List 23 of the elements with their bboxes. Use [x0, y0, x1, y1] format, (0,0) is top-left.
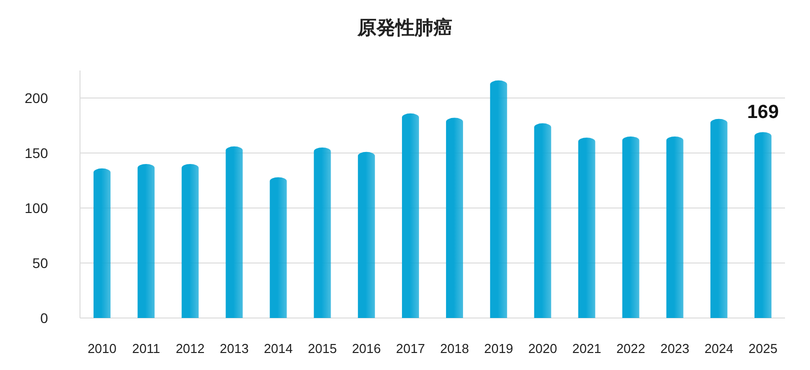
y-tick-label: 0: [40, 310, 48, 326]
y-tick-label: 50: [32, 255, 48, 271]
x-tick-label: 2021: [572, 341, 602, 356]
x-tick-label: 2013: [220, 341, 249, 356]
x-tick-label: 2025: [748, 341, 778, 356]
x-tick-label: 2015: [308, 341, 337, 356]
y-tick-label: 100: [24, 200, 48, 216]
x-tick-label: 2012: [176, 341, 205, 356]
x-tick-label: 2011: [132, 341, 160, 356]
data-label: 169: [747, 102, 779, 124]
chart-title: 原発性肺癌: [356, 17, 452, 39]
y-tick-label: 150: [24, 145, 48, 161]
x-tick-label: 2018: [440, 341, 469, 356]
x-tick-label: 2019: [484, 341, 514, 356]
x-tick-label: 2022: [616, 341, 646, 356]
x-tick-label: 2017: [396, 341, 425, 356]
y-tick-label: 200: [24, 90, 48, 106]
x-tick-label: 2010: [88, 341, 116, 356]
x-tick-label: 2024: [704, 341, 734, 356]
x-tick-label: 2023: [660, 341, 690, 356]
x-tick-label: 2016: [352, 341, 381, 356]
x-tick-label: 2014: [264, 341, 293, 356]
x-tick-label: 2020: [528, 341, 558, 356]
